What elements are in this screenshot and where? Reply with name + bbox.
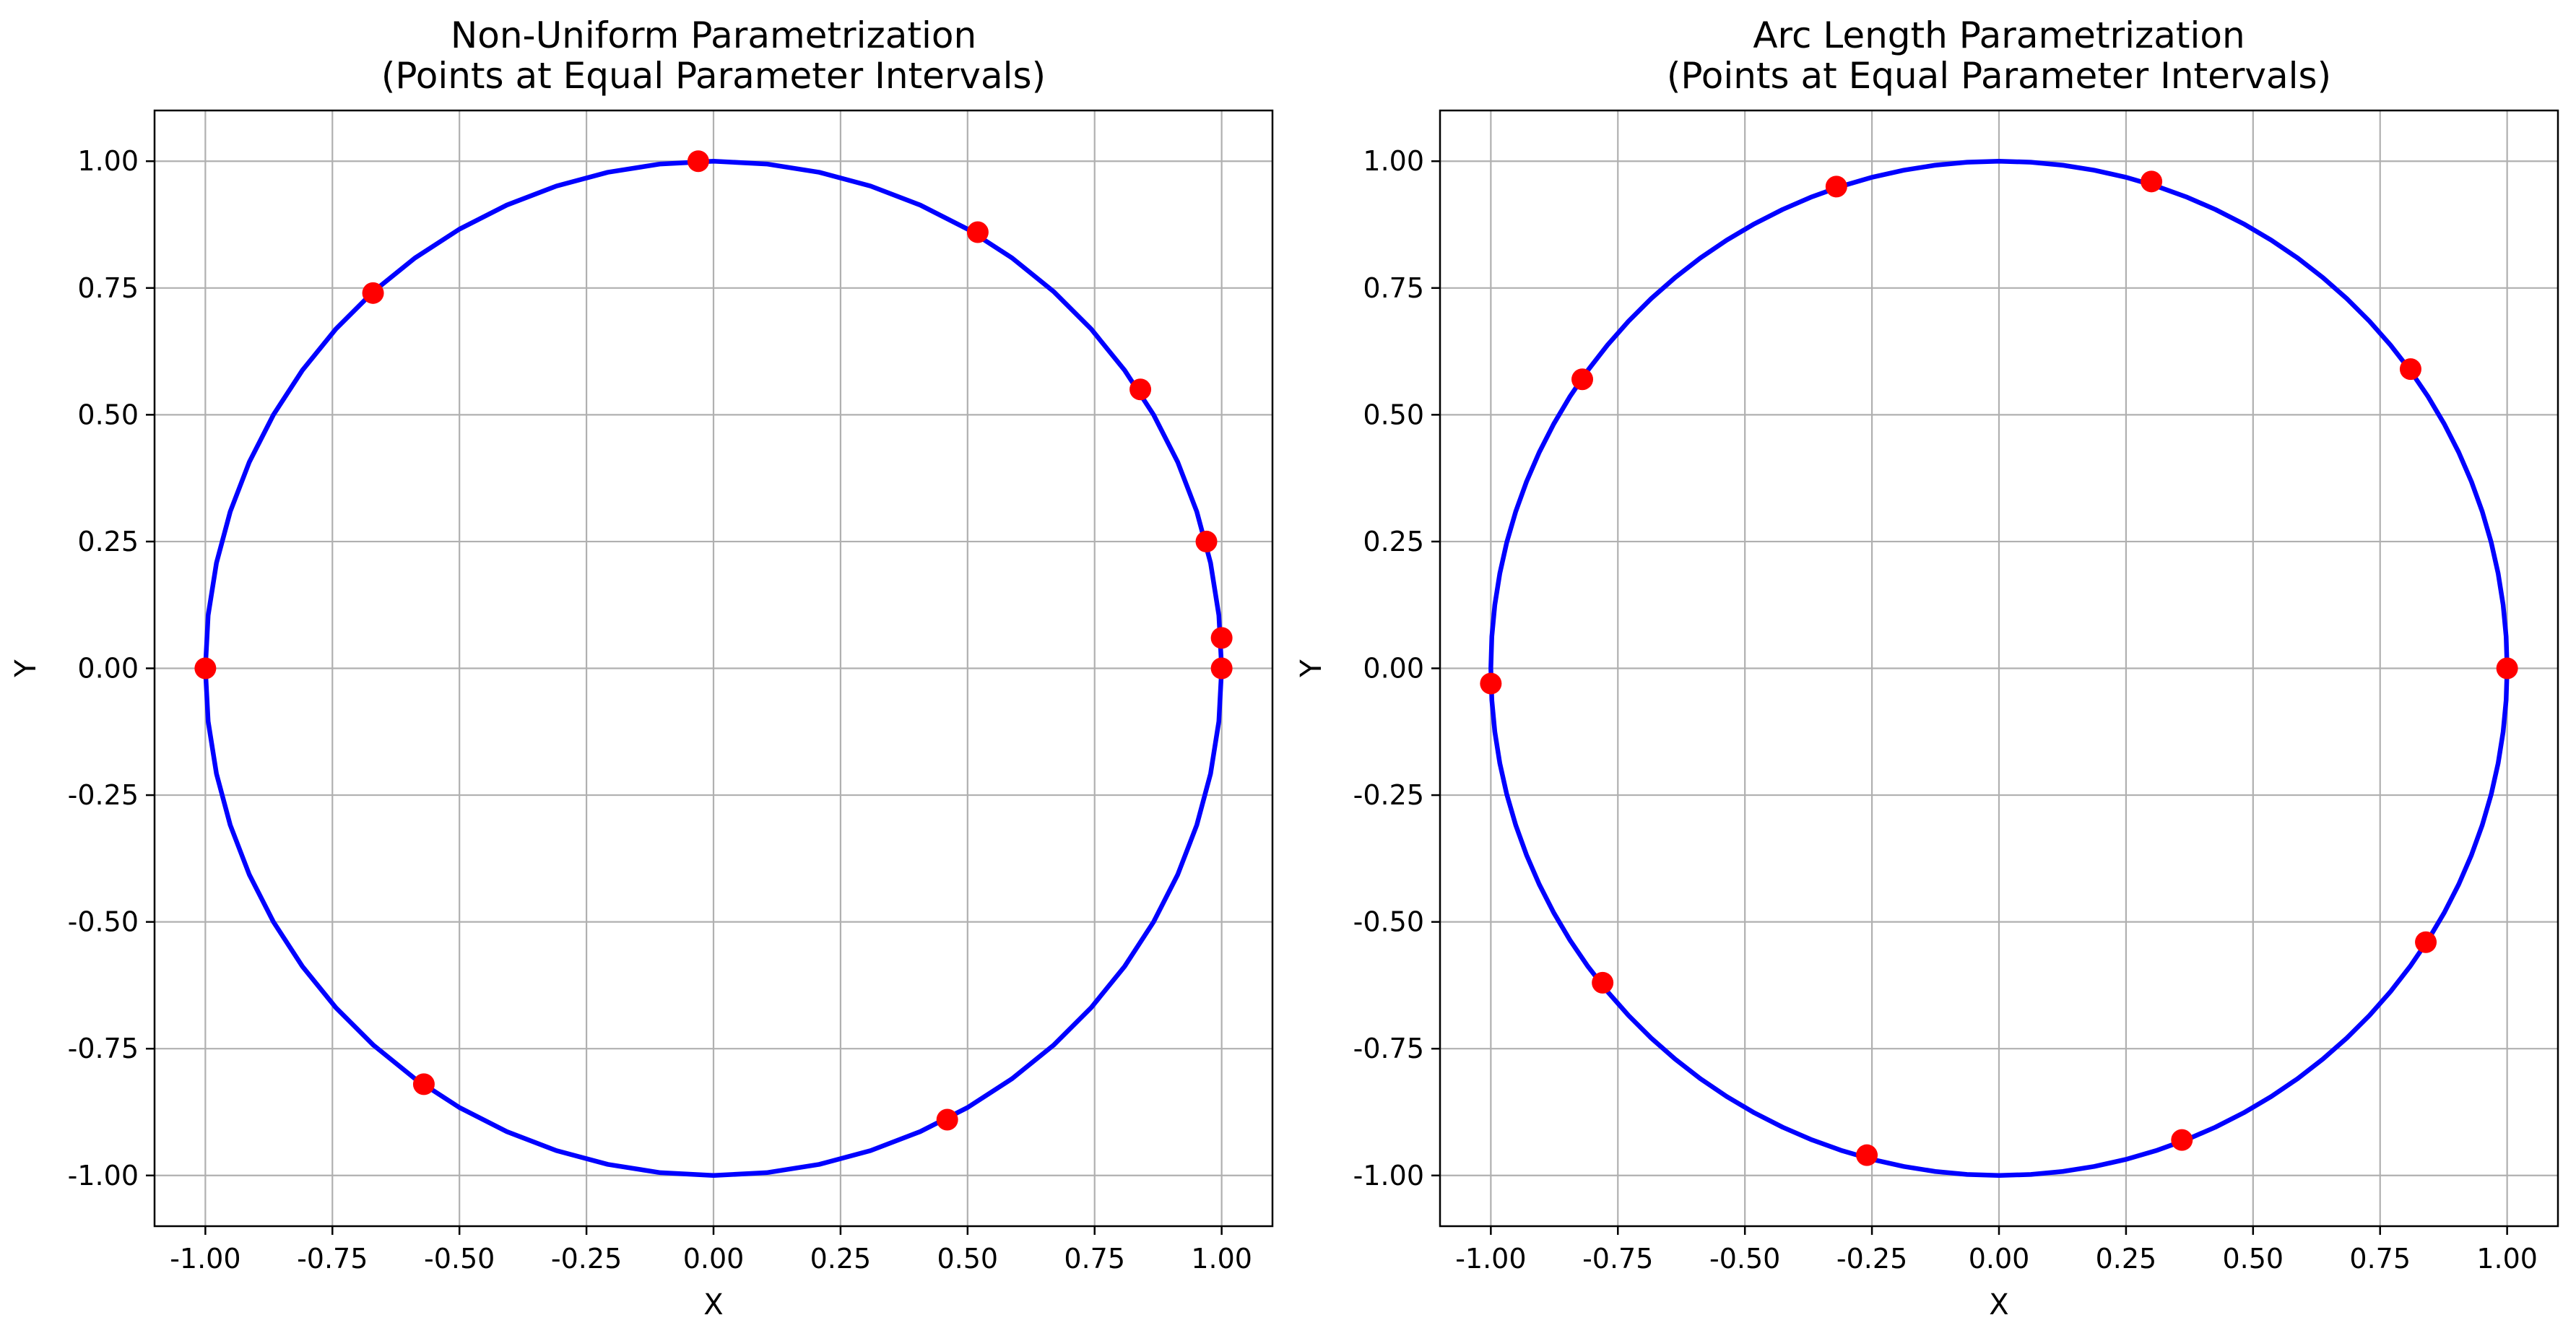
y-tick-label: -0.25 xyxy=(68,779,139,811)
chart-title: Arc Length Parametrization xyxy=(1753,14,2245,56)
data-point-marker xyxy=(412,1073,435,1095)
x-tick-label: -0.50 xyxy=(1709,1243,1780,1275)
data-point-marker xyxy=(2415,931,2437,953)
chart-panel-2: -1.00 -0.75 -0.50 -0.25 0.00 0.25 0.50 0.75 1.00… xyxy=(1295,14,2559,1322)
x-tick-label: 0.00 xyxy=(683,1243,745,1275)
y-tick-label: -0.50 xyxy=(1353,906,1424,938)
y-tick-label: -0.75 xyxy=(68,1033,139,1064)
x-tick-label: -0.25 xyxy=(1836,1243,1907,1275)
y-tick-label: 0.25 xyxy=(77,526,139,557)
data-point-marker xyxy=(2141,170,2163,193)
y-tick-label: 0.75 xyxy=(77,272,139,304)
x-tick-label: -0.75 xyxy=(1582,1243,1653,1275)
y-tick-label: 0.50 xyxy=(1363,399,1424,430)
data-point-marker xyxy=(1195,530,1218,552)
x-axis-label: X xyxy=(703,1288,723,1322)
x-axis-label: X xyxy=(1989,1288,2008,1322)
x-tick-label: 0.25 xyxy=(2096,1243,2157,1275)
x-tick-label: 0.50 xyxy=(937,1243,999,1275)
x-tick-label: 0.75 xyxy=(2349,1243,2411,1275)
y-tick-label: 0.75 xyxy=(1363,272,1424,304)
y-tick-label: 0.50 xyxy=(77,399,139,430)
chart-panel-1: -1.00 -0.75 -0.50 -0.25 0.00 0.25 0.50 0.75 1.00… xyxy=(9,14,1274,1322)
y-tick-label: 0.25 xyxy=(1363,526,1424,557)
x-tick-label: 1.00 xyxy=(2476,1243,2538,1275)
x-tick-label: -1.00 xyxy=(170,1243,240,1275)
x-tick-label: 0.25 xyxy=(810,1243,872,1275)
y-tick-label: 1.00 xyxy=(1363,145,1424,177)
data-point-marker xyxy=(194,657,217,680)
y-axis-label: Y xyxy=(1295,659,1328,678)
chart-subtitle: (Points at Equal Parameter Intervals) xyxy=(1667,55,2331,97)
data-point-marker xyxy=(936,1108,958,1131)
data-point-marker xyxy=(1825,175,1847,198)
y-tick-label: -1.00 xyxy=(68,1160,139,1192)
y-axis-label: Y xyxy=(9,659,43,678)
data-point-marker xyxy=(1592,971,1614,994)
x-tick-label: -0.50 xyxy=(424,1243,495,1275)
y-tick-label: -1.00 xyxy=(1353,1160,1424,1192)
y-tick-label: 1.00 xyxy=(77,145,139,177)
data-point-marker xyxy=(687,150,709,173)
data-point-marker xyxy=(2171,1129,2193,1151)
y-tick-label: -0.25 xyxy=(1353,779,1424,811)
data-point-marker xyxy=(1480,672,1502,695)
data-point-marker xyxy=(1210,627,1233,649)
data-point-marker xyxy=(1571,368,1594,391)
data-point-marker xyxy=(1856,1144,1878,1166)
x-tick-label: 0.75 xyxy=(1064,1243,1125,1275)
data-point-marker xyxy=(2399,358,2421,381)
x-tick-label: 0.00 xyxy=(1969,1243,2030,1275)
x-tick-label: -0.75 xyxy=(297,1243,368,1275)
x-tick-label: -0.25 xyxy=(551,1243,622,1275)
data-point-marker xyxy=(2496,657,2518,680)
x-tick-label: -1.00 xyxy=(1455,1243,1526,1275)
data-point-marker xyxy=(1210,657,1233,680)
data-point-marker xyxy=(1129,378,1152,401)
x-tick-label: 1.00 xyxy=(1191,1243,1252,1275)
chart-title: Non-Uniform Parametrization xyxy=(451,14,976,56)
data-point-marker xyxy=(362,282,384,304)
circle-curve xyxy=(1488,158,2510,1179)
y-tick-label: 0.00 xyxy=(77,653,139,685)
y-tick-label: -0.50 xyxy=(68,906,139,938)
y-tick-label: 0.00 xyxy=(1363,653,1424,685)
y-tick-label: -0.75 xyxy=(1353,1033,1424,1064)
data-point-marker xyxy=(966,221,989,243)
x-tick-label: 0.50 xyxy=(2223,1243,2284,1275)
chart-subtitle: (Points at Equal Parameter Intervals) xyxy=(381,55,1046,97)
